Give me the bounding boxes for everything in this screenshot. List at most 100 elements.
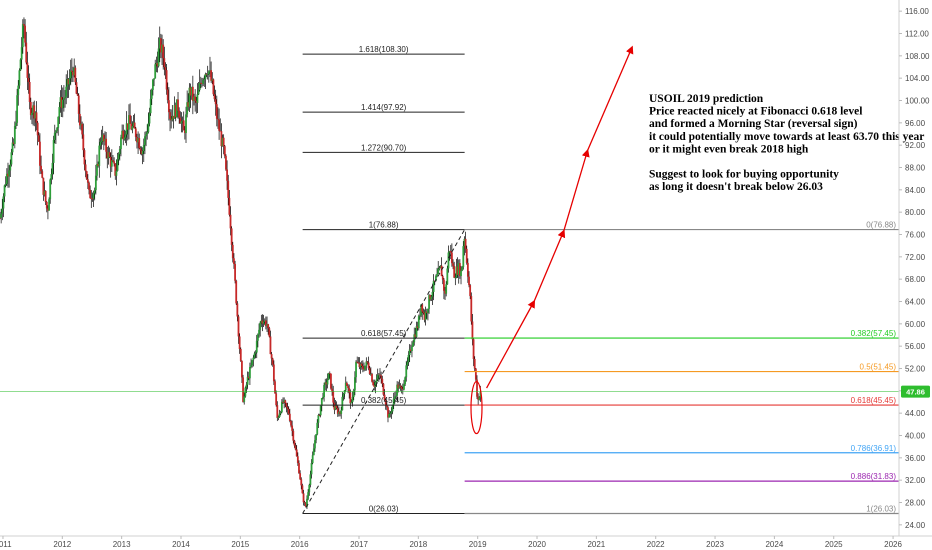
y-tick-label: 96.00 bbox=[905, 119, 926, 128]
fib-retracement-label: 0.5(51.45) bbox=[860, 363, 897, 372]
candle-body bbox=[409, 349, 412, 351]
candle-body bbox=[384, 400, 387, 406]
candle-body bbox=[29, 101, 32, 116]
candle-body bbox=[326, 379, 329, 385]
candle-body bbox=[311, 455, 314, 464]
candle-body bbox=[266, 324, 268, 327]
candle-body bbox=[448, 251, 451, 253]
candle-body bbox=[314, 440, 316, 449]
candle-body bbox=[178, 110, 181, 118]
candle-body bbox=[43, 190, 46, 195]
x-tick-label: 2019 bbox=[469, 540, 487, 549]
candle-body bbox=[428, 295, 430, 309]
candle-body bbox=[300, 479, 303, 486]
candle-body bbox=[254, 352, 257, 354]
candle-body bbox=[85, 171, 88, 180]
candle-body bbox=[478, 397, 481, 400]
candle-body bbox=[247, 376, 250, 379]
candle-body bbox=[64, 96, 66, 99]
forecast-arrow bbox=[563, 148, 590, 232]
y-tick-label: 52.00 bbox=[905, 365, 926, 374]
candle-body bbox=[479, 391, 482, 398]
candle-body bbox=[355, 361, 357, 378]
candle-body bbox=[339, 411, 341, 414]
candle-body bbox=[476, 379, 478, 397]
candle-body bbox=[193, 96, 195, 101]
candle-body bbox=[359, 363, 362, 368]
candle-body bbox=[55, 130, 57, 133]
candle-body bbox=[121, 130, 124, 138]
candle-body bbox=[206, 74, 209, 75]
candle-body bbox=[4, 183, 7, 186]
candle-body bbox=[70, 70, 73, 72]
candle-body bbox=[430, 296, 433, 300]
candle-body bbox=[276, 405, 279, 418]
candle-body bbox=[212, 79, 215, 95]
candle-body bbox=[188, 87, 191, 107]
y-tick-label: 64.00 bbox=[905, 298, 926, 307]
candle-body bbox=[278, 413, 281, 417]
current-price-badge-bg bbox=[901, 385, 930, 398]
y-tick-label: 68.00 bbox=[905, 275, 926, 284]
candle-body bbox=[255, 340, 258, 353]
candle-body bbox=[174, 104, 177, 118]
candle-body bbox=[463, 238, 466, 247]
candle-body bbox=[457, 263, 460, 275]
candle-body bbox=[84, 164, 87, 172]
candle-body bbox=[189, 87, 192, 96]
candle-body bbox=[97, 163, 100, 166]
candle-body bbox=[310, 463, 313, 475]
candle-body bbox=[333, 402, 336, 410]
annotation-line: or it might even break 2018 high bbox=[649, 143, 809, 155]
annotation-line: USOIL 2019 prediction bbox=[649, 93, 764, 105]
candle-body bbox=[360, 363, 363, 366]
candle-body bbox=[435, 276, 437, 281]
price-series bbox=[0, 17, 482, 509]
candle-body bbox=[165, 70, 168, 90]
candle-body bbox=[228, 197, 231, 215]
x-tick-label: 2024 bbox=[765, 540, 783, 549]
candle-body bbox=[56, 127, 58, 131]
candle-body bbox=[201, 82, 203, 84]
candle-body bbox=[91, 198, 94, 200]
candle-body bbox=[291, 425, 294, 431]
candle-body bbox=[35, 112, 38, 123]
candle-body bbox=[431, 291, 434, 297]
candle-body bbox=[242, 377, 244, 402]
candle-body bbox=[108, 152, 111, 157]
fib-extension-label: 1.618(108.30) bbox=[359, 45, 409, 54]
candle-body bbox=[290, 420, 292, 426]
candle-body bbox=[399, 385, 402, 387]
candle-body bbox=[199, 82, 202, 84]
candle-body bbox=[241, 360, 243, 378]
candle-body bbox=[227, 180, 230, 198]
candle-body bbox=[327, 373, 330, 380]
candle-body bbox=[180, 121, 183, 124]
x-tick-label: 2020 bbox=[528, 540, 546, 549]
candle-body bbox=[453, 265, 456, 278]
time-axis[interactable]: 2011 2012 2013 2014 2015 2016 2017 2018 2019 2020… bbox=[0, 536, 903, 549]
candle-body bbox=[368, 368, 371, 374]
candle-body bbox=[440, 265, 443, 277]
candle-body bbox=[67, 79, 70, 85]
candle-body bbox=[186, 102, 189, 115]
candle-body bbox=[102, 134, 105, 142]
candle-body bbox=[191, 86, 194, 101]
fib-extension-label: 1.414(97.92) bbox=[361, 103, 407, 112]
candle-body bbox=[170, 118, 173, 121]
x-tick-label: 2012 bbox=[53, 540, 71, 549]
candle-body bbox=[132, 122, 135, 126]
candle-body bbox=[452, 263, 454, 266]
y-tick-label: 28.00 bbox=[905, 499, 926, 508]
candle-body bbox=[161, 44, 163, 53]
candle-body bbox=[406, 362, 409, 366]
candle-body bbox=[468, 276, 470, 286]
x-tick-label: 2011 bbox=[0, 540, 12, 549]
candle-body bbox=[104, 138, 106, 142]
candle-body bbox=[315, 434, 317, 441]
candle-body bbox=[352, 390, 355, 397]
candle-body bbox=[78, 113, 81, 126]
candle-body bbox=[89, 189, 92, 199]
